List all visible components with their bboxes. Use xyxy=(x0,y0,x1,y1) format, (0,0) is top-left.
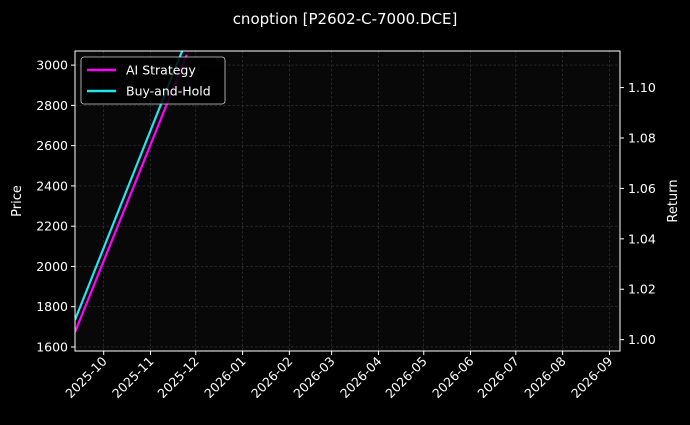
plot-frame xyxy=(74,50,621,352)
y-tick-label: 2000 xyxy=(36,259,68,274)
y-axis-label-right: Return xyxy=(666,179,681,222)
y-right-tick-label: 1.04 xyxy=(628,231,656,246)
legend-box xyxy=(80,56,226,105)
y-right-tick-label: 1.00 xyxy=(628,332,656,347)
y-tick-label: 1600 xyxy=(36,339,68,354)
x-tick-label: 2026-09 xyxy=(568,353,616,401)
y-tick-label: 1800 xyxy=(36,299,68,314)
x-tick-label: 2026-01 xyxy=(201,354,249,402)
x-tick-label: 2026-08 xyxy=(521,353,569,401)
x-tick-label: 2025-10 xyxy=(62,353,110,401)
y-right-tick-label: 1.06 xyxy=(628,181,656,196)
y-tick-label: 3000 xyxy=(36,58,68,73)
left-y-axis: 1600 1800 2000 2200 2400 2600 2800 3000 xyxy=(36,58,75,354)
chart-title: cnoption [P2602-C-7000.DCE] xyxy=(233,10,458,28)
y-tick-label: 2200 xyxy=(36,219,68,234)
legend-label: Buy-and-Hold xyxy=(126,84,211,99)
y-tick-label: 2600 xyxy=(36,138,68,153)
x-tick-label: 2026-06 xyxy=(429,353,477,401)
x-tick-label: 2026-02 xyxy=(248,354,296,402)
legend: AI Strategy Buy-and-Hold xyxy=(80,56,226,105)
x-tick-label: 2025-11 xyxy=(109,354,157,402)
x-tick-label: 2025-12 xyxy=(154,354,202,402)
y-tick-label: 2400 xyxy=(36,178,68,193)
y-right-tick-label: 1.10 xyxy=(628,80,656,95)
x-tick-label: 2026-07 xyxy=(474,354,522,402)
y-right-tick-label: 1.02 xyxy=(628,282,656,297)
y-axis-label-left: Price xyxy=(10,185,25,217)
y-right-tick-label: 1.08 xyxy=(628,130,656,145)
x-tick-label: 2026-05 xyxy=(382,354,430,402)
right-y-axis: 1.00 1.02 1.04 1.06 1.08 1.10 xyxy=(620,80,656,347)
y-tick-label: 2800 xyxy=(36,98,68,113)
legend-label: AI Strategy xyxy=(126,63,196,78)
x-tick-label: 2026-04 xyxy=(337,353,385,401)
x-tick-label: 2026-03 xyxy=(290,354,338,402)
